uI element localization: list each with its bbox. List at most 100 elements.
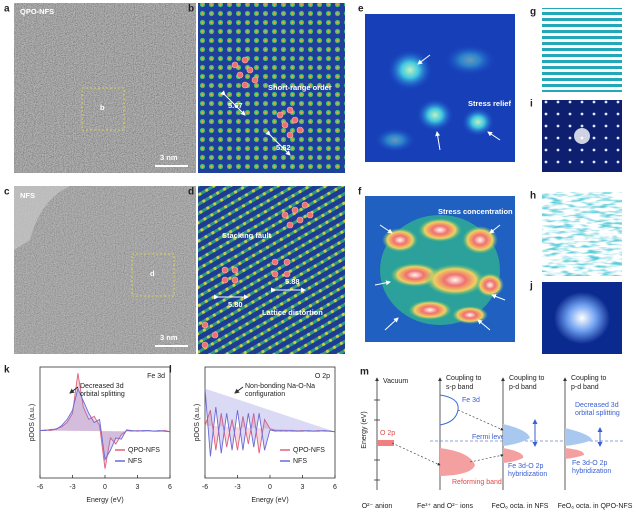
tem-texture — [14, 3, 196, 173]
annotation-arrow — [69, 386, 79, 394]
fermi-label: Fermi level — [472, 434, 507, 441]
column-label: O²⁻ anion — [362, 503, 393, 510]
panel-label: m — [360, 367, 369, 378]
fringe-texture — [542, 192, 622, 276]
atomic-image — [198, 186, 345, 354]
scale-label: 3 nm — [160, 333, 178, 342]
chart-title: O 2p — [315, 373, 330, 380]
panel-label: b — [188, 4, 194, 15]
column-label: FeO₆ octa. in NFS — [492, 503, 549, 510]
column-title: p-d band — [509, 384, 537, 391]
panel-label: h — [530, 191, 536, 202]
x-tick-label: 0 — [103, 484, 107, 491]
band-label: O 2p — [380, 430, 395, 437]
panel-h: h — [530, 191, 622, 276]
fe3d-band — [439, 394, 459, 426]
annotation-arrow — [234, 386, 244, 394]
panel-g: g — [530, 7, 622, 92]
column-label: Fe³⁺ and O²⁻ ions — [417, 503, 474, 510]
legend-label: QPO-NFS — [128, 447, 160, 454]
hybrid-band — [503, 424, 530, 446]
column-label: FeO₆ octa. in QPO-NFS — [558, 503, 633, 510]
sample-tag: QPO-NFS — [20, 7, 54, 16]
scale-label: 3 nm — [160, 153, 178, 162]
panel-label: i — [530, 99, 533, 110]
panel-d: d Stacking fault Lattice distortion 5.80… — [188, 186, 345, 354]
annotation: orbital splitting — [80, 391, 125, 398]
x-tick-label: -6 — [37, 484, 43, 491]
arrow — [435, 131, 441, 151]
axis-label: Energy (eV) — [361, 411, 368, 448]
vacuum-label: Vacuum — [383, 378, 408, 385]
legend-label: QPO-NFS — [293, 447, 325, 454]
annotation: Non-bonding Na-O-Na — [245, 383, 315, 390]
panel-label: c — [4, 187, 10, 198]
distance-arrow — [265, 130, 291, 156]
y-axis-label: pDOS (a.u.) — [29, 404, 36, 441]
panel-a: a QPO-NFS b 3 nm — [4, 3, 196, 173]
distance-label: 5.88 — [285, 277, 300, 286]
arrow — [487, 131, 501, 141]
x-tick-label: 3 — [136, 484, 140, 491]
annotation: Stacking fault — [222, 231, 272, 240]
sample-tag: NFS — [20, 191, 35, 200]
distance-label: 5.67 — [228, 101, 243, 110]
split-label: orbital splitting — [575, 410, 620, 417]
hybrid-label: Fe 3d-O 2p — [508, 463, 544, 470]
column-title: Coupling to — [446, 375, 482, 382]
dos-curve — [204, 388, 336, 457]
panel-title: Stress concentration — [438, 207, 513, 216]
x-axis-label: Energy (eV) — [251, 497, 288, 504]
x-tick-label: 6 — [168, 484, 172, 491]
panel-i: i — [530, 99, 622, 172]
legend-label: NFS — [128, 458, 142, 465]
panel-label: l — [169, 365, 172, 376]
panel-title: Stress relief — [468, 99, 511, 108]
column-title: Coupling to — [509, 375, 545, 382]
panel-title: Short-range order — [268, 83, 332, 92]
panel-label: a — [4, 4, 10, 15]
hybrid-band — [565, 448, 585, 459]
annotation: Lattice distortion — [262, 308, 323, 317]
panel-b: b Short-range order 5.67 5.62 — [188, 3, 345, 173]
panel-j: j — [529, 281, 622, 354]
hybrid-label: hybridization — [508, 471, 547, 478]
distance-arrow — [220, 90, 246, 116]
split-label: Decreased 3d — [575, 402, 619, 409]
inset-tag: d — [150, 269, 155, 278]
panel-e: e Stress relief — [358, 4, 515, 162]
distance-label: 5.80 — [228, 300, 243, 309]
distance-label: 5.62 — [276, 143, 291, 152]
band-label: Fe 3d — [462, 397, 480, 404]
dos-curve — [40, 387, 171, 461]
x-tick-label: -6 — [202, 484, 208, 491]
o2p-band — [377, 440, 394, 446]
column-title: s-p band — [446, 384, 473, 391]
annotation: Decreased 3d — [80, 383, 124, 390]
panel-c: c NFS d 3 nm — [4, 186, 196, 354]
column-title: Coupling to — [571, 375, 607, 382]
octahedra — [201, 201, 314, 349]
hybrid-band — [565, 428, 592, 446]
panel-label: j — [529, 281, 533, 292]
x-tick-label: -3 — [69, 484, 75, 491]
reforming-band — [440, 448, 475, 476]
column-title: p-d band — [571, 384, 599, 391]
inset-tag: b — [100, 103, 105, 112]
hybrid-label: hybridization — [572, 468, 611, 475]
panel-f: f Stress concentration — [358, 187, 515, 342]
inset-box — [131, 253, 175, 297]
tem-texture — [14, 186, 196, 354]
panel-label: f — [358, 187, 362, 198]
hybrid-band — [503, 448, 524, 463]
background — [14, 186, 70, 250]
x-tick-label: 6 — [333, 484, 337, 491]
band-label: Reforming band — [452, 479, 502, 486]
fft-glow — [554, 292, 610, 344]
panel-label: e — [358, 4, 364, 15]
x-tick-label: -3 — [234, 484, 240, 491]
inset-box — [81, 87, 125, 131]
x-tick-label: 0 — [268, 484, 272, 491]
fringe-image — [542, 8, 622, 92]
